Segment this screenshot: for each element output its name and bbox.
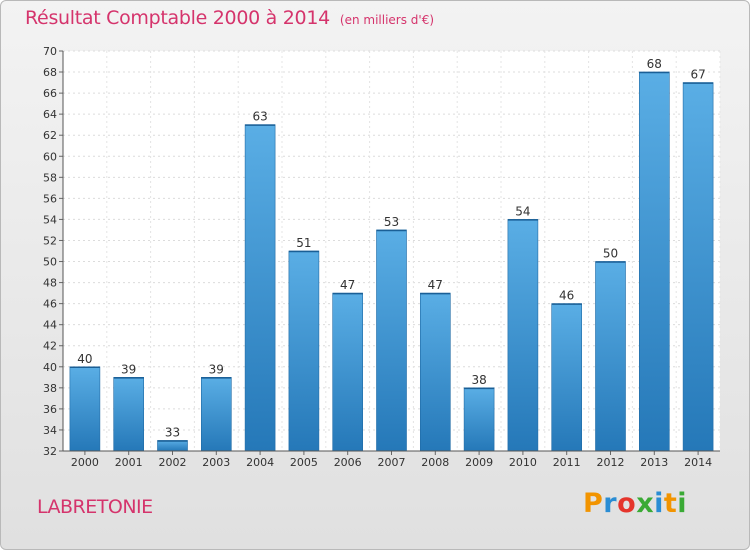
y-tick-label: 36 [43,403,57,416]
data-label-2010: 54 [515,204,530,218]
logo-letter: i [677,488,688,519]
x-tick-label: 2011 [553,456,581,469]
y-tick-label: 46 [43,298,57,311]
y-tick-label: 64 [43,108,57,121]
logo-letter: t [663,488,678,519]
x-tick-label: 2013 [640,456,668,469]
bar-2014 [682,82,714,452]
bar-2012 [595,261,626,452]
logo-letter: P [583,488,604,519]
bar-2000 [69,366,101,452]
data-label-2003: 39 [209,362,224,376]
commune-name: LABRETONIE [37,496,153,518]
y-tick-label: 44 [43,319,57,332]
bar-2008 [419,292,451,452]
x-tick-label: 2007 [378,456,406,469]
labels: 40 39 33 39 63 51 47 53 47 38 54 46 50 68 67 [77,57,705,439]
x-tick-label: 2003 [202,456,230,469]
y-tick-label: 40 [43,361,57,374]
x-tick-label: 2005 [290,456,318,469]
x-tick-label: 2001 [115,456,143,469]
bar-2002 [157,440,188,452]
bar-2004 [244,124,276,452]
data-label-2011: 46 [559,289,574,303]
y-tick-label: 34 [43,424,57,437]
bar-2005 [288,250,320,452]
data-label-2001: 39 [121,362,136,376]
logo-letter: x [636,488,655,519]
y-tick-label: 54 [43,213,57,226]
x-tick-label: 2000 [71,456,99,469]
bar-2003 [201,377,232,452]
bar-2013 [638,71,670,452]
x-tick-label: 2002 [159,456,187,469]
x-tick-label: 2008 [421,456,449,469]
logo-letter: i [654,488,664,519]
chart-subtitle: (en milliers d'€) [339,13,435,27]
y-tick-label: 48 [43,277,57,290]
y-tick-label: 58 [43,171,57,184]
y-tick-label: 66 [43,87,57,100]
y-tick-label: 56 [43,192,57,205]
bar-2006 [332,292,364,452]
y-tick-label: 38 [43,382,57,395]
y-tick-label: 50 [43,256,57,269]
bars [69,71,714,452]
bar-2009 [463,387,495,452]
y-tick-label: 52 [43,234,57,247]
y-tick-label: 68 [43,66,57,79]
proxiti-logo[interactable]: Proxiti [583,488,687,519]
data-label-2014: 67 [690,68,705,82]
x-tick-label: 2010 [509,456,537,469]
x-tick-label: 2014 [684,456,712,469]
data-label-2006: 47 [340,278,355,292]
y-tick-label: 60 [43,150,57,163]
x-tick-label: 2006 [334,456,362,469]
chart-title: Résultat Comptable 2000 à 2014 [25,7,330,29]
bar-2007 [376,229,407,452]
bar-2010 [507,219,539,452]
data-label-2004: 63 [252,110,267,124]
data-label-2009: 38 [471,373,486,387]
y-tick-label: 42 [43,340,57,353]
y-tick-label: 70 [43,45,57,58]
chart-title-row: Résultat Comptable 2000 à 2014 (en millie… [25,7,434,29]
bar-2011 [551,303,583,452]
bar-2001 [113,377,144,452]
x-tick-label: 2009 [465,456,493,469]
x-tick-label: 2004 [246,456,274,469]
data-label-2000: 40 [77,352,92,366]
y-tick-label: 62 [43,129,57,142]
x-tick-label: 2012 [597,456,625,469]
data-label-2013: 68 [647,57,662,71]
data-label-2007: 53 [384,215,399,229]
data-label-2002: 33 [165,425,180,439]
data-label-2005: 51 [296,236,311,250]
data-label-2008: 47 [428,278,443,292]
data-label-2012: 50 [603,247,618,261]
axes: 32 34 36 38 40 42 44 46 48 50 52 54 56 58 60 62 64 66 68 70… [43,45,720,469]
logo-letter: r [603,488,618,519]
y-tick-label: 32 [43,445,57,458]
logo-letter: o [617,488,637,519]
